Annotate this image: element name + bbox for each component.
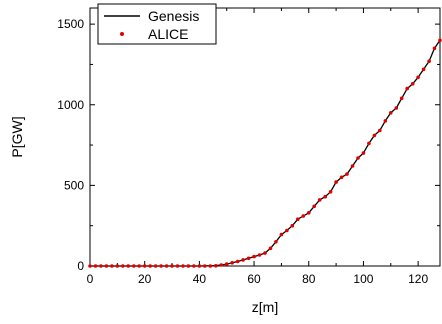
series-alice-point — [421, 67, 426, 72]
series-alice-point — [361, 151, 366, 155]
series-alice-point — [164, 264, 169, 268]
series-alice-point — [93, 264, 98, 268]
series-alice-point — [405, 86, 410, 91]
series-alice-point — [383, 119, 388, 123]
series-alice-point — [317, 198, 322, 202]
series-alice-point — [137, 264, 141, 268]
series-alice-point — [389, 111, 393, 115]
series-alice-point — [153, 264, 158, 268]
y-tick-label: 0 — [77, 259, 84, 273]
plot-border — [89, 7, 441, 267]
series-alice-point — [241, 258, 245, 262]
series-alice-point — [192, 264, 196, 268]
legend-alice-label: ALICE — [148, 26, 188, 42]
series-alice-point — [285, 228, 289, 233]
series-alice-point — [224, 262, 229, 266]
series-alice-point — [159, 264, 163, 268]
x-tick-label: 20 — [138, 272, 152, 286]
x-tick-label: 40 — [193, 272, 207, 286]
series-alice-point — [307, 211, 311, 215]
y-tick-label: 1000 — [57, 98, 84, 112]
legend-genesis-label: Genesis — [148, 8, 199, 24]
series-alice-point — [235, 259, 240, 264]
legend-alice-marker-swatch — [120, 32, 124, 36]
x-tick-label: 120 — [408, 272, 428, 286]
series-alice-point — [312, 204, 317, 209]
series-alice-point — [203, 264, 207, 268]
series-alice-point — [279, 232, 284, 237]
series-alice-point — [356, 156, 360, 160]
series-layer — [88, 38, 442, 268]
series-alice-point — [394, 106, 399, 110]
series-alice-point — [104, 264, 109, 268]
series-alice-point — [296, 217, 300, 221]
series-genesis-line — [90, 39, 441, 267]
series-alice-point — [257, 253, 262, 257]
series-alice-point — [214, 264, 218, 268]
y-tick-label: 500 — [64, 178, 84, 192]
series-alice-point — [427, 59, 431, 63]
x-axis-label: z[m] — [252, 299, 278, 315]
series-alice-point — [170, 264, 174, 268]
series-alice-point — [416, 75, 420, 80]
series-alice-point — [323, 194, 328, 199]
x-tick-label: 0 — [87, 272, 94, 286]
series-alice-point — [328, 190, 333, 194]
x-tick-label: 100 — [353, 272, 373, 286]
series-alice-point — [274, 240, 278, 244]
series-alice-point — [438, 38, 442, 43]
series-alice-point — [268, 246, 273, 251]
series-alice-point — [186, 264, 191, 268]
x-tick-label: 60 — [247, 272, 261, 286]
series-alice-point — [175, 264, 180, 268]
series-alice-point — [99, 264, 103, 268]
series-alice-point — [110, 264, 114, 268]
series-alice-point — [219, 263, 224, 267]
legend-box — [97, 3, 217, 45]
tick-labels: 0 20 40 60 80 100 120 0 500 1000 1500 — [57, 17, 428, 286]
x-tick-label: 80 — [302, 272, 316, 286]
series-alice-point — [301, 214, 306, 218]
series-alice-point — [132, 264, 136, 268]
series-alice-point — [410, 82, 415, 86]
series-alice-point — [367, 141, 371, 146]
series-alice-point — [142, 264, 147, 268]
series-alice-point — [126, 264, 131, 268]
series-alice-point — [252, 254, 256, 259]
series-alice-point — [197, 264, 202, 268]
series-alice-point — [378, 128, 382, 133]
series-alice-point — [246, 256, 251, 261]
series-alice-point — [432, 46, 437, 51]
series-alice-point — [263, 251, 267, 255]
series-alice-point — [372, 133, 377, 138]
series-alice-point — [290, 223, 295, 228]
legend: Genesis ALICE — [97, 3, 217, 45]
series-alice-point — [115, 264, 120, 268]
series-alice-point — [181, 264, 185, 268]
plot-frame — [89, 7, 441, 267]
series-alice-point — [399, 96, 404, 101]
series-alice-point — [334, 180, 338, 184]
y-axis-label: P[GW] — [9, 116, 25, 157]
series-alice-point — [148, 264, 152, 268]
axis-ticks — [89, 8, 440, 267]
y-tick-label: 1500 — [57, 17, 84, 31]
series-alice-point — [339, 175, 344, 180]
series-alice-point — [345, 172, 349, 176]
series-alice-point — [121, 264, 125, 268]
series-alice-point — [208, 264, 213, 268]
series-alice-point — [350, 164, 355, 168]
series-alice-point — [88, 264, 92, 268]
series-alice-point — [230, 261, 234, 265]
